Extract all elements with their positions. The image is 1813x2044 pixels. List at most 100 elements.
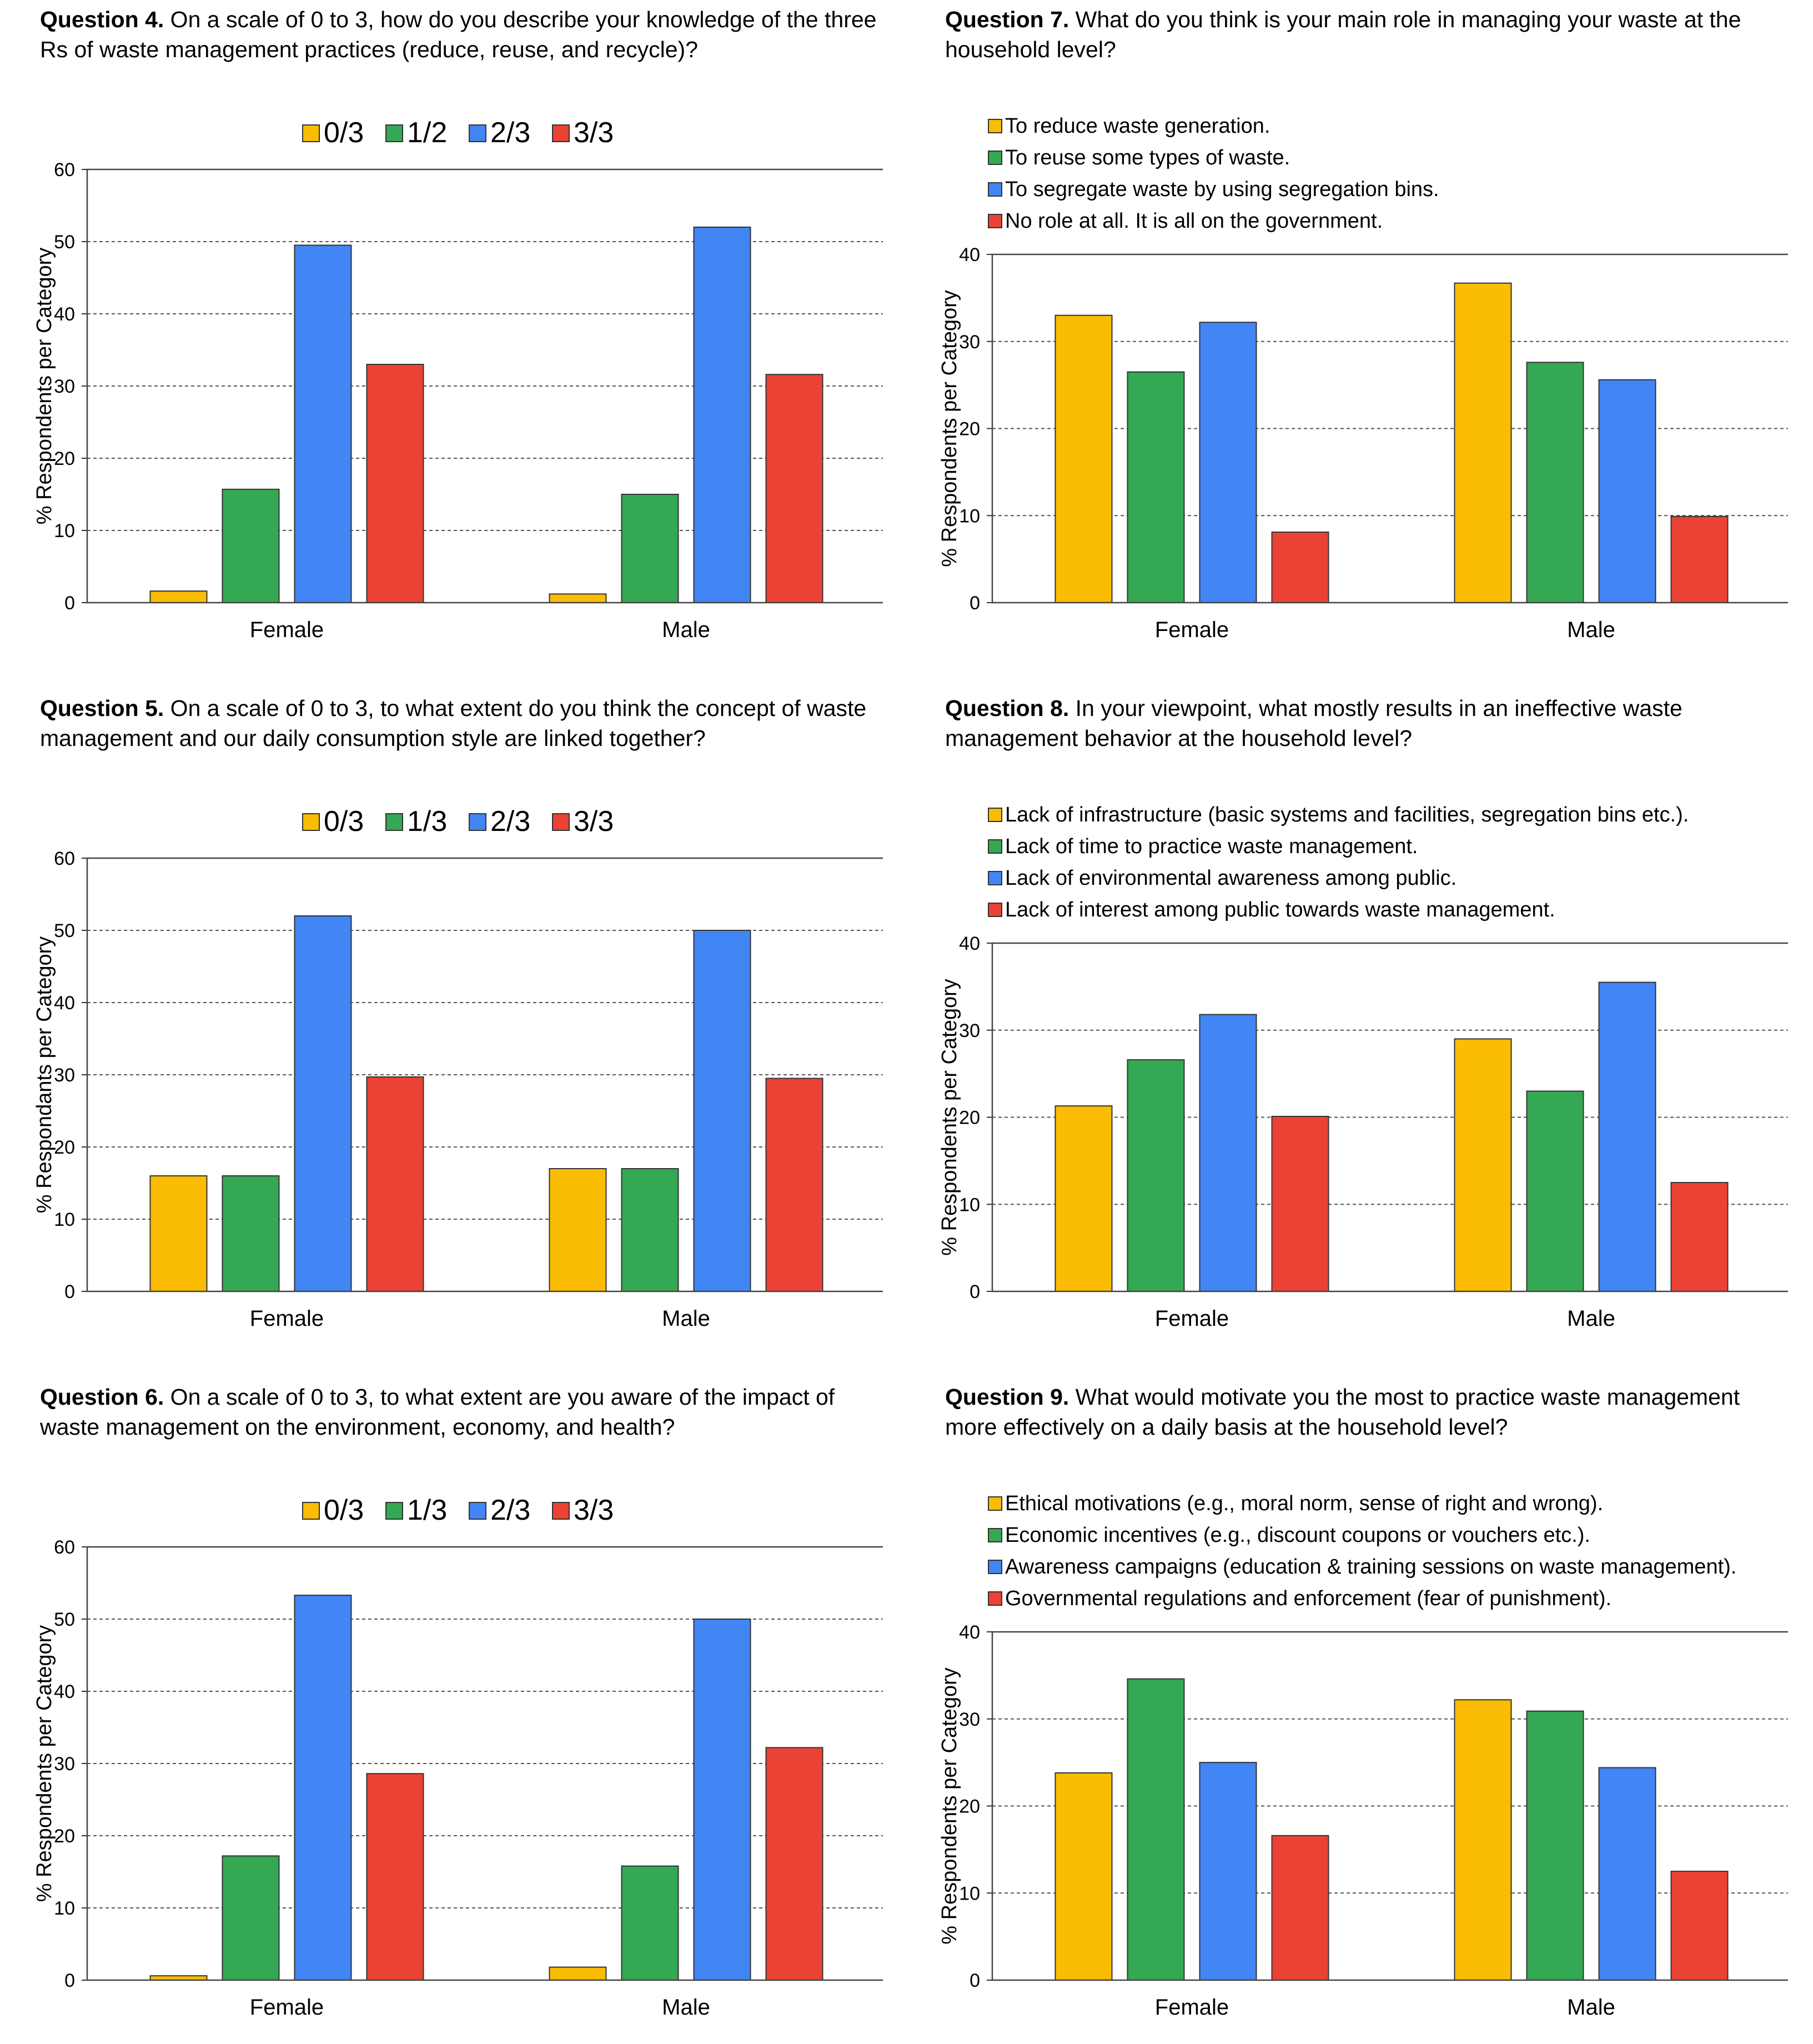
bar: [1127, 1678, 1185, 1981]
y-tick-label: 0: [970, 1281, 980, 1302]
y-axis-title: % Respondents per Category: [938, 979, 961, 1256]
y-tick-label: 20: [54, 448, 75, 469]
legend-label: 2/3: [490, 805, 530, 838]
legend-label: 2/3: [490, 1494, 530, 1526]
bar: [1670, 515, 1729, 603]
legend-swatch: [552, 124, 570, 142]
bar: [1271, 1835, 1329, 1981]
bar: [1054, 1105, 1113, 1292]
y-tick-label: 20: [959, 419, 980, 440]
bar: [693, 227, 751, 603]
bar: [149, 1175, 208, 1292]
legend-label: 3/3: [574, 805, 614, 838]
question-text: On a scale of 0 to 3, to what extent do …: [40, 695, 867, 751]
legend-label: Lack of time to practice waste managemen…: [1005, 835, 1418, 858]
x-tick-label: Female: [250, 1306, 324, 1331]
y-tick-label: 20: [54, 1137, 75, 1158]
y-axis-title: % Respondants per Category: [33, 936, 56, 1214]
x-tick-label: Female: [1155, 1995, 1229, 2020]
y-tick-label: 30: [54, 376, 75, 397]
bar-chart: 0/3 1/3 2/3 3/3 0 10 20 30 40 50 60 % Respondants p…: [33, 805, 883, 1331]
bar: [1454, 282, 1512, 604]
bar: [1598, 1767, 1656, 1981]
legend-swatch: [988, 903, 1002, 917]
bar: [693, 1619, 751, 1981]
legend-label: 2/3: [490, 117, 530, 149]
question-text: What do you think is your main role in m…: [945, 7, 1741, 62]
x-tick-label: Female: [250, 1995, 324, 2020]
bar: [1526, 1710, 1584, 1981]
y-tick-label: 30: [959, 332, 980, 353]
bar: [1271, 532, 1329, 603]
chart-panel-q4: Question 4. On a scale of 0 to 3, how do…: [17, 0, 883, 667]
chart-panel-q6: Question 6. On a scale of 0 to 3, to wha…: [17, 1377, 883, 2044]
bar: [549, 593, 607, 604]
y-tick-label: 30: [54, 1754, 75, 1775]
plot-frame: [991, 942, 1788, 1292]
y-tick-label: 0: [64, 1281, 75, 1302]
bar: [549, 1966, 607, 1981]
legend-swatch: [385, 124, 403, 142]
legend-swatch: [385, 813, 403, 831]
chart-panel-q7: Question 7. What do you think is your ma…: [922, 0, 1788, 667]
legend-swatch: [988, 808, 1002, 822]
bar-chart: 0/3 1/3 2/3 3/3 0 10 20 30 40 50 60 % Respondents p…: [33, 1494, 883, 2020]
bar: [1670, 1182, 1729, 1292]
legend-swatch: [988, 1496, 1002, 1511]
legend-swatch: [469, 1502, 486, 1520]
legend-swatch: [988, 119, 1002, 133]
x-tick-label: Female: [1155, 1306, 1229, 1331]
y-tick-label: 20: [54, 1826, 75, 1847]
question-heading: Question 6. On a scale of 0 to 3, to wha…: [40, 1382, 895, 1442]
bar: [1054, 314, 1113, 603]
y-tick-label: 50: [54, 232, 75, 253]
bar: [549, 1168, 607, 1292]
bar-chart: 0/3 1/2 2/3 3/3 0 10 20 30 40 50 60 % Respondents p…: [33, 117, 883, 642]
legend-swatch: [988, 1528, 1002, 1542]
legend-label: Ethical motivations (e.g., moral norm, s…: [1005, 1492, 1603, 1515]
chart-panel-q9: Question 9. What would motivate you the …: [922, 1377, 1788, 2044]
bar: [1199, 322, 1257, 603]
y-tick-label: 10: [959, 505, 980, 527]
bar: [1526, 362, 1584, 603]
question-heading: Question 8. In your viewpoint, what most…: [945, 693, 1789, 753]
legend-swatch: [552, 813, 570, 831]
legend-label: To segregate waste by using segregation …: [1005, 178, 1439, 201]
legend-label: 3/3: [574, 117, 614, 149]
x-tick-label: Male: [662, 618, 710, 642]
legend-swatch: [302, 1502, 320, 1520]
question-number: Question 4.: [40, 7, 164, 32]
bar-chart: To reduce waste generation. To reuse some…: [938, 114, 1788, 642]
y-tick-label: 30: [959, 1709, 980, 1730]
legend-label: 0/3: [324, 805, 364, 838]
y-tick-label: 0: [64, 593, 75, 614]
plot-frame: [991, 1631, 1788, 1981]
legend-label: 1/3: [407, 1494, 447, 1526]
x-tick-label: Male: [1567, 618, 1615, 642]
bar: [765, 1078, 823, 1292]
y-tick-label: 60: [54, 848, 75, 869]
legend-swatch: [988, 1560, 1002, 1574]
bar: [1598, 379, 1656, 603]
bar: [294, 915, 352, 1292]
y-tick-label: 20: [959, 1796, 980, 1817]
legend-swatch: [385, 1502, 403, 1520]
plot-frame: [86, 857, 883, 1292]
legend-swatch: [552, 1502, 570, 1520]
legend-label: To reuse some types of waste.: [1005, 146, 1290, 169]
bar-chart: Ethical motivations (e.g., moral norm, s…: [938, 1492, 1788, 2020]
legend-label: 0/3: [324, 117, 364, 149]
x-tick-label: Male: [1567, 1995, 1615, 2020]
legend-label: To reduce waste generation.: [1005, 114, 1270, 138]
bar: [222, 1175, 280, 1292]
y-axis-title: % Respondents per Category: [33, 1625, 56, 1902]
bar: [366, 1773, 424, 1981]
legend-label: 0/3: [324, 1494, 364, 1526]
plot-frame: [991, 253, 1788, 604]
bar: [621, 1865, 679, 1981]
y-tick-label: 10: [959, 1194, 980, 1215]
x-tick-label: Male: [662, 1995, 710, 2020]
y-tick-label: 10: [54, 520, 75, 542]
question-number: Question 8.: [945, 695, 1069, 721]
y-tick-label: 10: [959, 1883, 980, 1904]
